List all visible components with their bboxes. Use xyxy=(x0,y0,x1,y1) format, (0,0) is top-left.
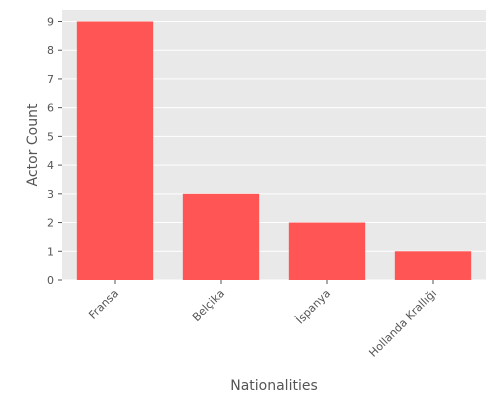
bar-0 xyxy=(76,21,154,281)
x-tick-label: İspanya xyxy=(294,287,334,327)
bar-2 xyxy=(288,222,366,280)
y-axis-title: Actor Count xyxy=(25,103,41,186)
bars-group xyxy=(76,21,472,281)
y-axis-ticks: 0 1 2 3 4 5 6 7 8 9 xyxy=(47,15,62,287)
y-tick-label: 1 xyxy=(47,245,54,258)
x-axis-title: Nationalities xyxy=(230,378,318,394)
y-tick-label: 3 xyxy=(47,188,54,201)
x-tick-label: Fransa xyxy=(86,287,121,322)
y-tick-label: 7 xyxy=(47,73,54,86)
x-axis-ticks: Fransa Belçika İspanya Hollanda Krallığı xyxy=(86,280,439,360)
bar-3 xyxy=(394,251,472,280)
y-tick-label: 9 xyxy=(47,15,54,28)
y-tick-label: 0 xyxy=(47,274,54,287)
bar-1 xyxy=(182,193,260,280)
y-tick-label: 4 xyxy=(47,159,54,172)
y-tick-label: 5 xyxy=(47,130,54,143)
y-tick-label: 8 xyxy=(47,44,54,57)
y-tick-label: 6 xyxy=(47,102,54,115)
x-tick-label: Hollanda Krallığı xyxy=(366,287,439,360)
y-tick-label: 2 xyxy=(47,217,54,230)
x-tick-label: Belçika xyxy=(190,287,227,324)
